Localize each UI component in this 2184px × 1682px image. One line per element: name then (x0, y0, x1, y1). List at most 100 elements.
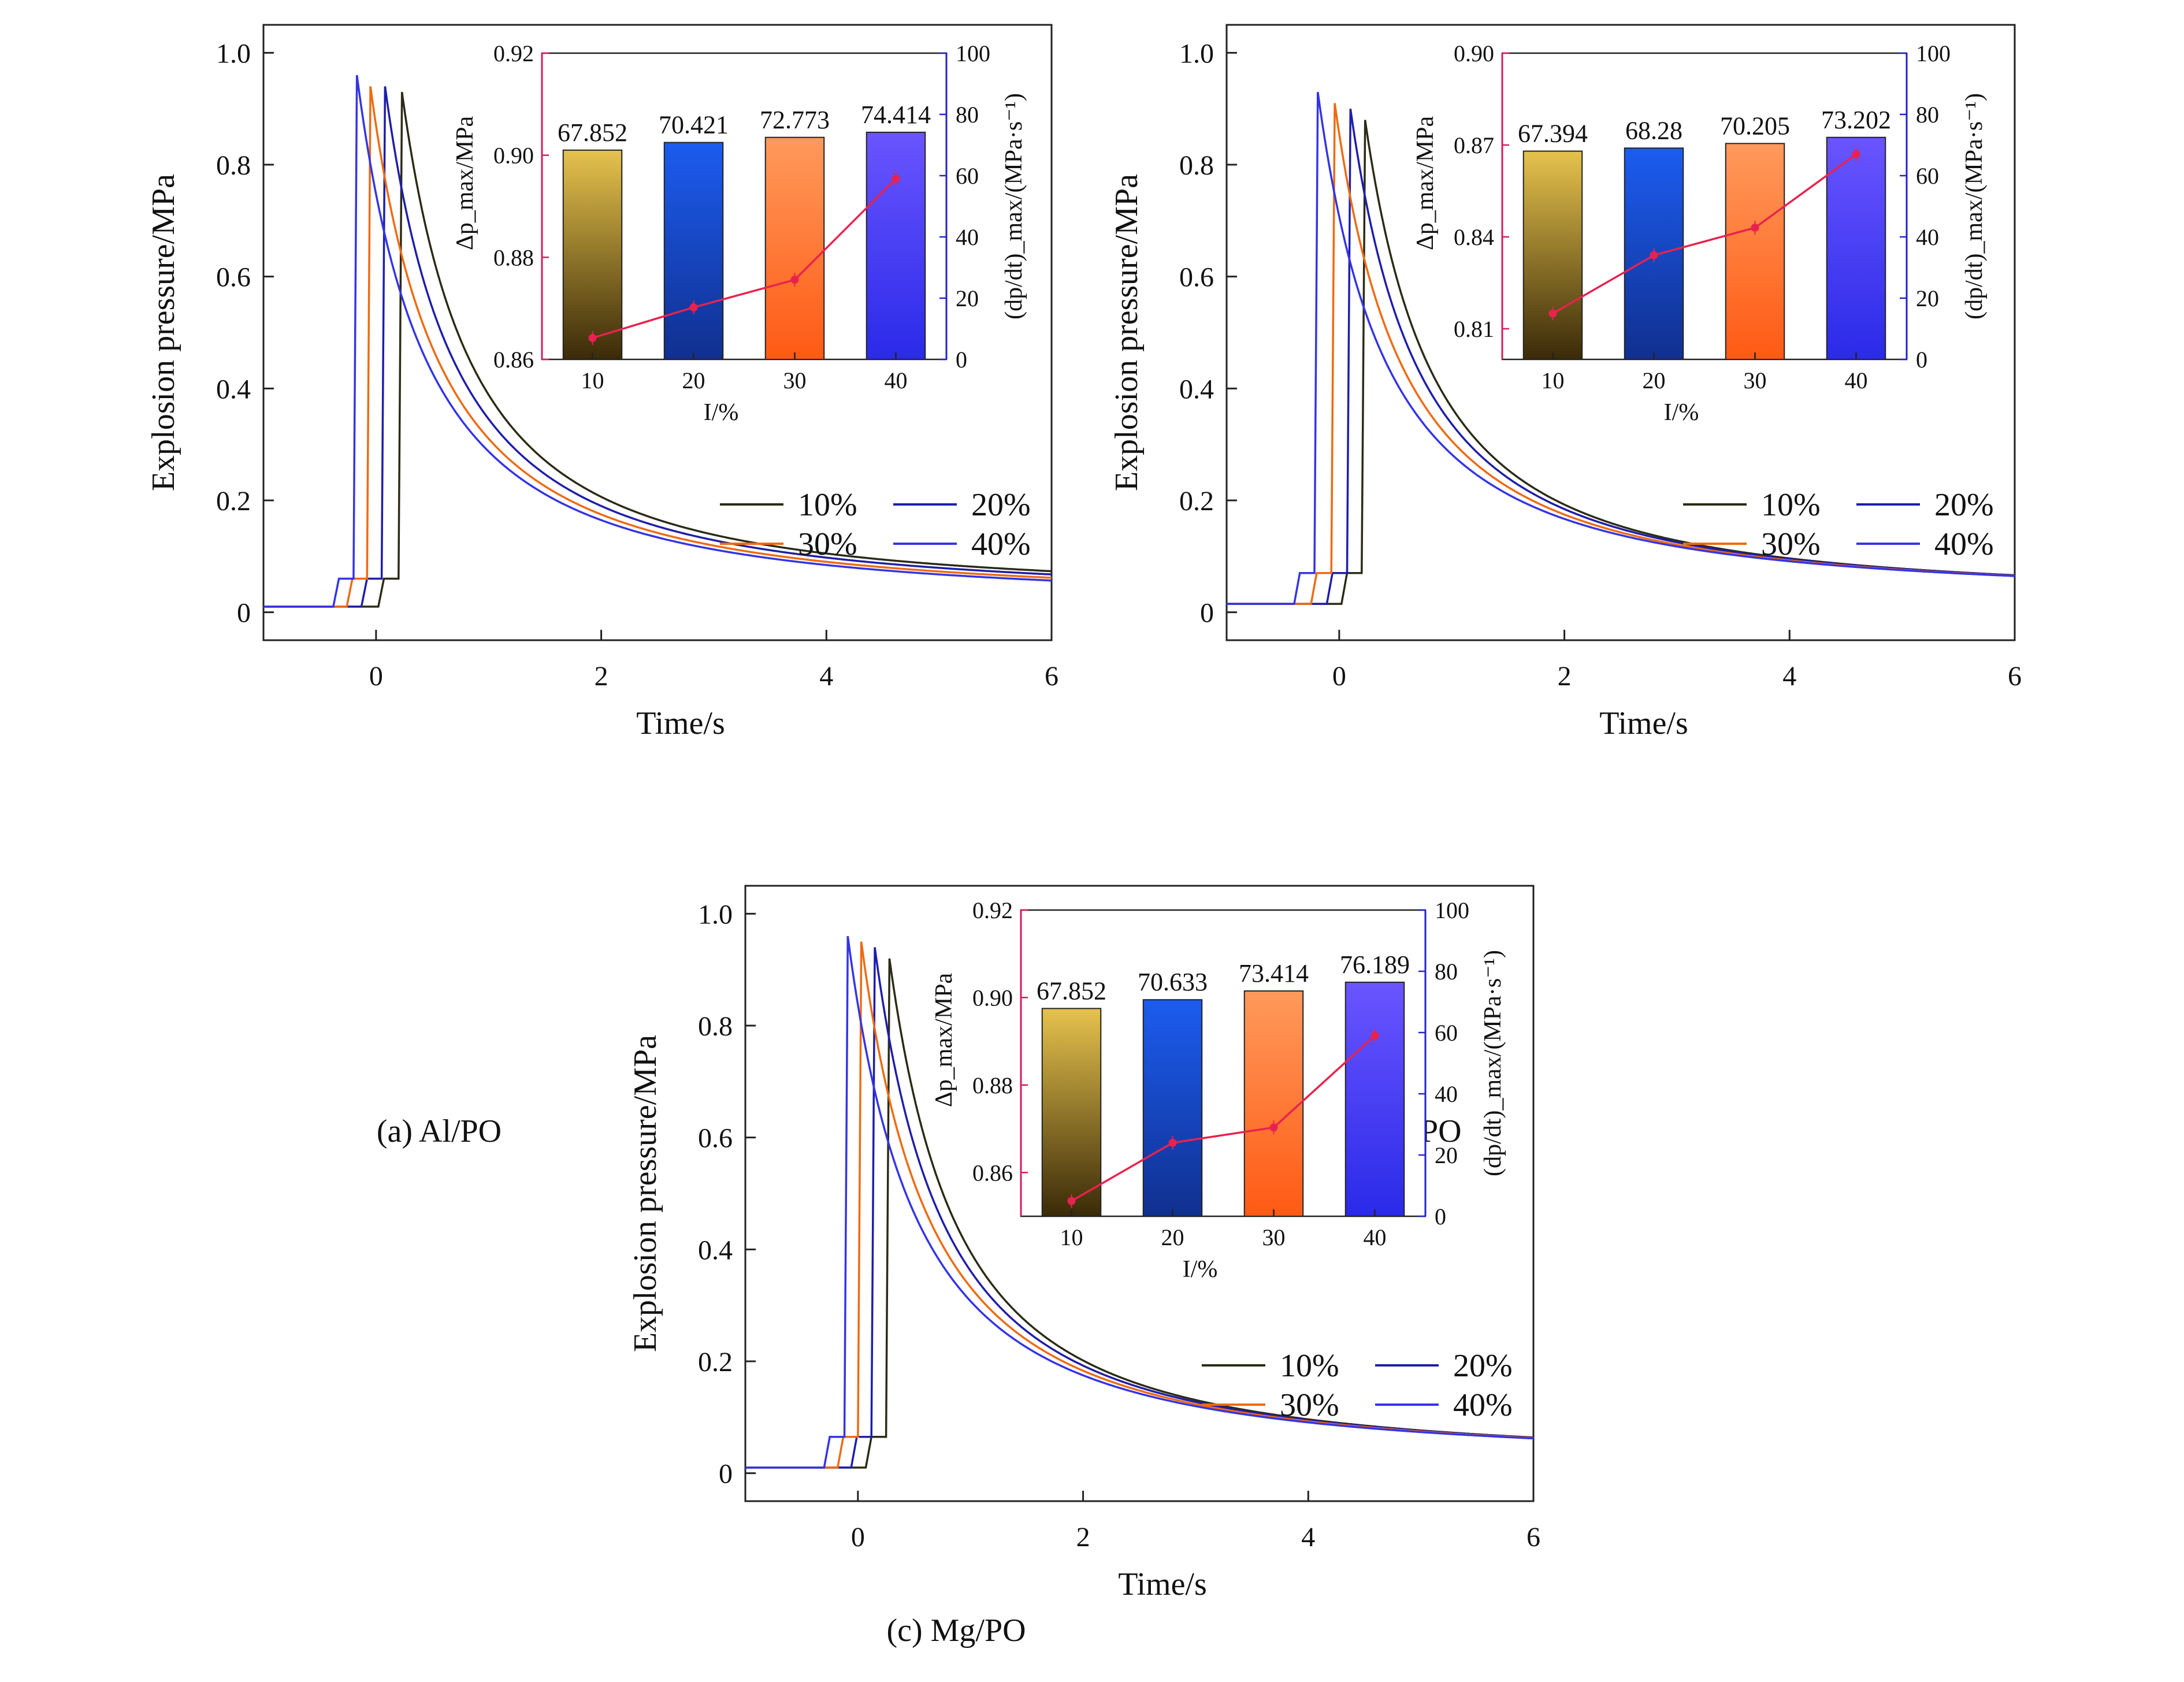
inset-left-tick-label: 0.81 (1454, 316, 1494, 342)
legend-label: 30% (1761, 526, 1821, 562)
inset-right-tick-label: 80 (1435, 959, 1458, 985)
inset-right-axis-title: (dp/dt)_max/(MPa·s⁻¹) (1961, 93, 1988, 320)
x-axis-title: Time/s (1118, 1566, 1207, 1602)
inset-right-tick-label: 60 (1916, 163, 1939, 189)
plot-frame (262, 24, 1053, 641)
y-tick-label: 0.8 (216, 150, 251, 181)
inset-right-tick-label: 20 (1916, 285, 1939, 311)
inset-rate-point (1067, 1197, 1076, 1205)
inset-right-tick-label: 20 (1435, 1142, 1458, 1168)
inset-left-axis-title: Δp_max/MPa (1412, 116, 1439, 250)
inset-left-tick-label: 0.86 (493, 347, 534, 373)
y-tick-label: 0.2 (216, 486, 251, 517)
inset-rate-point (790, 276, 799, 284)
inset-bar-value-label: 68.28 (1625, 116, 1682, 144)
inset-right-tick-label: 100 (1435, 897, 1469, 923)
inset-right-tick-label: 40 (956, 224, 979, 250)
inset-left-tick-label: 0.86 (972, 1160, 1013, 1186)
inset-bar-value-label: 76.189 (1340, 950, 1410, 979)
y-tick-label: 0 (1200, 598, 1214, 629)
inset-bar-value-label: 73.202 (1821, 106, 1891, 134)
inset-bar-40 (866, 131, 926, 361)
x-axis-title: Time/s (636, 706, 725, 741)
x-tick-label: 2 (1076, 1522, 1090, 1553)
inset-x-tick-label: 30 (783, 367, 807, 393)
x-tick-label: 0 (851, 1522, 865, 1553)
inset-bar-20 (1142, 999, 1203, 1217)
x-tick-label: 4 (819, 661, 833, 692)
inset-rate-point (1751, 224, 1759, 232)
inset-x-tick-label: 30 (1262, 1224, 1286, 1250)
inset-right-tick-label: 40 (1916, 224, 1939, 250)
legend-label: 20% (971, 487, 1031, 523)
inset-right-tick-label: 60 (1435, 1020, 1458, 1046)
legend-label: 10% (798, 487, 857, 523)
inset-x-tick-label: 10 (1542, 367, 1565, 393)
inset-right-tick-label: 100 (1916, 40, 1951, 66)
inset-left-tick-label: 0.87 (1454, 132, 1494, 158)
inset-chart: 0.81 0.84 0.87 0.90 0 20 40 60 80 100 67.394 10 68.2… (1412, 40, 1988, 426)
inset-left-tick-label: 0.88 (493, 244, 534, 270)
inset-bar-value-label: 70.633 (1138, 968, 1208, 996)
inset-x-tick-label: 10 (581, 367, 604, 393)
inset-x-tick-label: 20 (1643, 367, 1666, 393)
inset-left-axis-title: Δp_max/MPa (931, 972, 957, 1107)
inset-bar-value-label: 74.414 (861, 101, 931, 129)
panel-caption: (a) Al/PO (377, 1113, 502, 1149)
y-tick-label: 0 (719, 1459, 733, 1490)
inset-x-tick-label: 20 (682, 367, 705, 393)
inset-rate-point (689, 303, 698, 311)
legend-label: 40% (1934, 526, 1994, 562)
x-tick-label: 6 (2008, 661, 2022, 692)
inset-bar-value-label: 67.852 (1037, 976, 1106, 1005)
inset-left-axis-title: Δp_max/MPa (452, 116, 478, 250)
inset-rate-line (592, 178, 897, 339)
y-tick-label: 1.0 (216, 38, 251, 69)
y-tick-label: 0.8 (1179, 150, 1214, 181)
inset-right-tick-label: 0 (1435, 1204, 1446, 1230)
inset-left-tick-label: 0.90 (493, 143, 534, 169)
x-tick-label: 6 (1526, 1522, 1540, 1553)
inset-left-tick-label: 0.92 (493, 40, 534, 66)
inset-right-tick-label: 80 (956, 102, 979, 128)
inset-bar-20 (663, 142, 724, 360)
series-line-20pct (263, 86, 1052, 608)
x-tick-label: 4 (1782, 661, 1796, 692)
inset-x-tick-label: 40 (885, 367, 908, 393)
inset-rate-point (892, 174, 900, 183)
legend-label: 10% (1761, 487, 1821, 523)
inset-x-axis-title: I/% (1183, 1256, 1218, 1283)
inset-x-tick-label: 20 (1161, 1224, 1184, 1250)
x-tick-label: 6 (1045, 661, 1058, 692)
x-axis-title: Time/s (1599, 706, 1688, 741)
inset-rate-point (1168, 1138, 1177, 1147)
panel-caption: (c) Mg/PO (886, 1613, 1026, 1648)
inset-rate-line (1071, 1035, 1376, 1202)
legend-label: 40% (971, 526, 1031, 562)
y-tick-label: 0 (237, 598, 251, 629)
legend-label: 20% (1934, 487, 1994, 523)
legend-label: 10% (1280, 1348, 1339, 1384)
x-tick-label: 2 (1558, 661, 1572, 692)
inset-right-axis-title: (dp/dt)_max/(MPa·s⁻¹) (1480, 950, 1506, 1176)
y-tick-label: 0.4 (698, 1235, 733, 1265)
inset-x-tick-label: 40 (1845, 367, 1868, 393)
inset-bar-value-label: 73.414 (1239, 959, 1309, 987)
y-tick-label: 0.2 (1179, 486, 1214, 517)
y-tick-label: 0.4 (216, 374, 251, 404)
inset-right-tick-label: 80 (1916, 102, 1939, 128)
x-tick-label: 2 (595, 661, 608, 692)
series-line-40pct (263, 75, 1052, 608)
inset-bar-40 (1826, 136, 1886, 360)
inset-bar-40 (1344, 981, 1405, 1217)
inset-right-tick-label: 0 (956, 347, 967, 373)
y-axis-title: Explosion pressure/MPa (146, 174, 181, 491)
inset-chart: 0.86 0.88 0.90 0.92 0 20 40 60 80 100 67.852 10 70.4… (452, 40, 1027, 426)
inset-bar-value-label: 70.421 (659, 111, 729, 139)
inset-left-tick-label: 0.88 (972, 1072, 1013, 1098)
legend-label: 30% (1280, 1387, 1339, 1423)
inset-right-tick-label: 60 (956, 163, 979, 189)
y-tick-label: 0.4 (1179, 374, 1214, 404)
